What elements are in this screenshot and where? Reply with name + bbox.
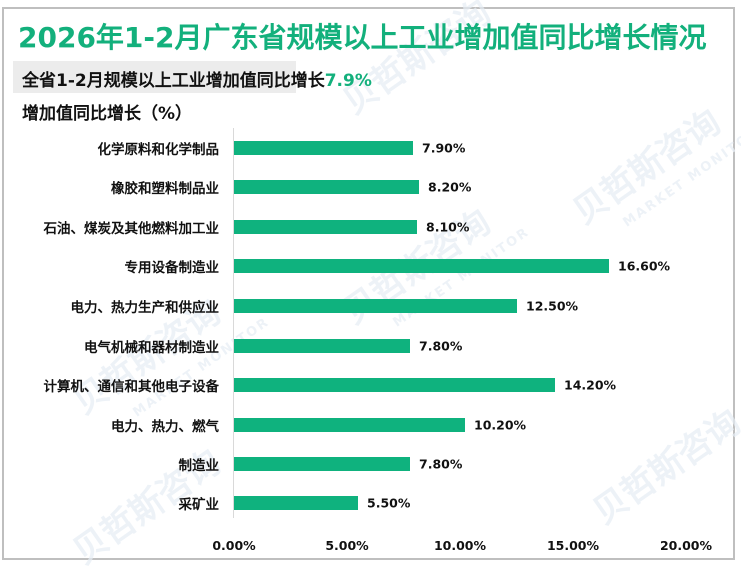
x-tick-label: 10.00% bbox=[433, 538, 487, 553]
category-label: 采矿业 bbox=[178, 497, 220, 513]
y-axis-label: 增加值同比增长（%） bbox=[22, 104, 193, 124]
category-label: 橡胶和塑料制品业 bbox=[111, 181, 219, 197]
bar-value-label: 8.10% bbox=[426, 219, 470, 235]
bar bbox=[234, 457, 410, 471]
category-label: 化学原料和化学制品 bbox=[97, 142, 220, 158]
x-tick-label: 0.00% bbox=[212, 538, 256, 553]
bar-value-label: 8.20% bbox=[428, 179, 472, 195]
bar-value-label: 10.20% bbox=[474, 417, 527, 433]
bar bbox=[234, 299, 517, 313]
category-label: 电力、热力、燃气 bbox=[111, 419, 219, 435]
bar bbox=[234, 339, 410, 353]
category-label: 石油、煤炭及其他燃料加工业 bbox=[43, 221, 220, 237]
subtitle-background bbox=[13, 61, 296, 93]
bar bbox=[234, 496, 358, 510]
bar bbox=[234, 259, 609, 273]
bar-value-label: 7.80% bbox=[419, 338, 463, 354]
bar-value-label: 7.90% bbox=[422, 140, 466, 156]
bar-value-label: 14.20% bbox=[564, 377, 617, 393]
chart-frame bbox=[2, 7, 735, 560]
category-label: 制造业 bbox=[178, 458, 220, 474]
bar bbox=[234, 180, 419, 194]
category-label: 专用设备制造业 bbox=[124, 260, 220, 276]
category-label: 电气机械和器材制造业 bbox=[84, 340, 219, 356]
chart-title: 2026年1-2月广东省规模以上工业增加值同比增长情况 bbox=[18, 21, 707, 54]
bar bbox=[234, 378, 555, 392]
bar bbox=[234, 220, 417, 234]
x-tick-label: 5.00% bbox=[325, 538, 369, 553]
category-label: 电力、热力生产和供应业 bbox=[70, 300, 220, 316]
bar-value-label: 16.60% bbox=[618, 258, 671, 274]
subtitle-highlight-value: 7.9% bbox=[324, 71, 372, 91]
category-label: 计算机、通信和其他电子设备 bbox=[43, 379, 220, 395]
x-tick-label: 15.00% bbox=[546, 538, 600, 553]
bar-value-label: 7.80% bbox=[419, 456, 463, 472]
chart-subtitle: 全省1-2月规模以上工业增加值同比增长7.9% bbox=[22, 66, 372, 91]
bar bbox=[234, 141, 413, 155]
bar-value-label: 5.50% bbox=[367, 495, 411, 511]
x-tick-label: 20.00% bbox=[659, 538, 713, 553]
bar-value-label: 12.50% bbox=[526, 298, 579, 314]
subtitle-text: 全省1-2月规模以上工业增加值同比增长 bbox=[22, 71, 325, 91]
y-axis-line bbox=[233, 128, 234, 518]
bar bbox=[234, 418, 465, 432]
